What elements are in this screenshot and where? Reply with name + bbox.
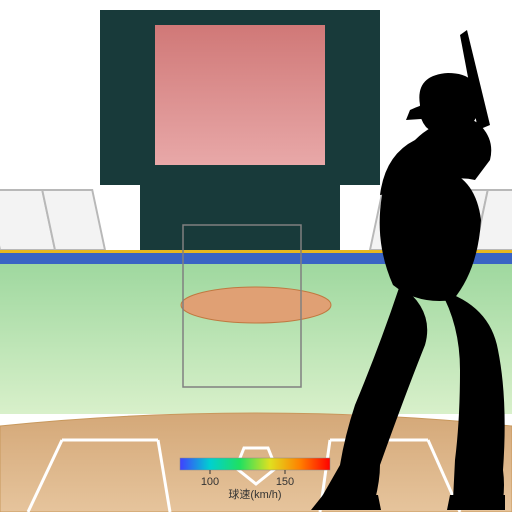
pitchers-mound [181, 287, 331, 323]
legend-tick-label: 100 [201, 476, 219, 488]
legend-label: 球速(km/h) [228, 487, 281, 501]
scoreboard-screen [155, 25, 325, 165]
baseball-scene: 100 150球速(km/h) [0, 0, 512, 512]
legend-tick-label: 150 [276, 476, 294, 488]
speed-legend-bar [180, 458, 330, 470]
scoreboard-base [140, 165, 340, 250]
